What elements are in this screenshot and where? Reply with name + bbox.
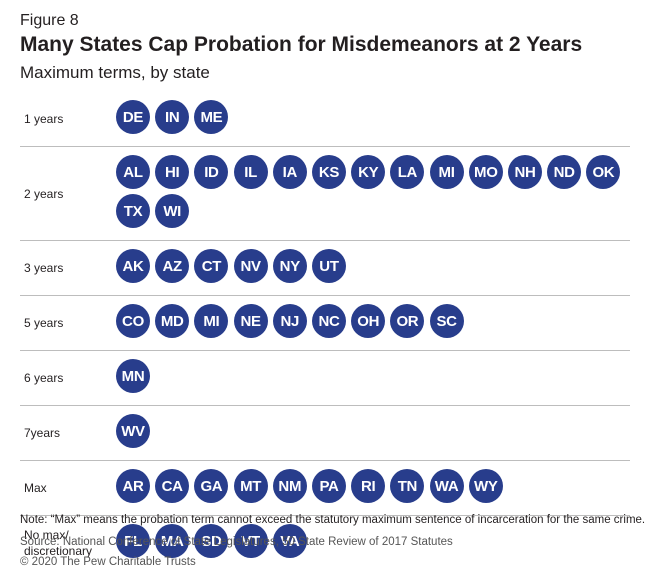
state-dot: PA bbox=[312, 469, 346, 503]
row-label: 2 years bbox=[24, 186, 64, 201]
state-dot: MO bbox=[468, 155, 503, 189]
term-row: 7years WV bbox=[20, 406, 630, 460]
state-dot: NV bbox=[233, 249, 268, 283]
row-label: 6 years bbox=[24, 371, 64, 385]
row-label: 1 years bbox=[24, 112, 64, 126]
state-dot: AK bbox=[116, 249, 150, 283]
row-label: 5 years bbox=[24, 316, 64, 330]
state-dot: MI bbox=[194, 304, 229, 338]
state-dot: KS bbox=[312, 155, 346, 189]
state-dot: AR bbox=[116, 469, 150, 503]
state-dot: WY bbox=[468, 469, 503, 503]
state-dot: FL bbox=[116, 524, 150, 558]
state-dot: CO bbox=[116, 304, 150, 338]
state-dot: ID bbox=[194, 155, 229, 189]
chart-note: Note: “Max” means the probation term can… bbox=[20, 514, 646, 526]
state-dot: VA bbox=[272, 524, 307, 558]
figure-label: Figure 8 bbox=[20, 12, 79, 29]
state-dot: IN bbox=[155, 100, 190, 134]
state-dot: UT bbox=[312, 249, 346, 283]
state-dot: SD bbox=[194, 524, 229, 558]
term-row: Max AR CA GA MT NM PA RI TN WA WY bbox=[20, 461, 630, 515]
state-dot: IL bbox=[233, 155, 268, 189]
row-label: Max bbox=[24, 481, 47, 495]
state-dot: DE bbox=[116, 100, 150, 134]
term-row: No max/discretionary FL MA SD VT VA bbox=[20, 516, 630, 570]
state-dot: CA bbox=[155, 469, 190, 503]
row-divider bbox=[20, 146, 630, 147]
state-dot: WV bbox=[116, 414, 150, 448]
state-dot: AZ bbox=[155, 249, 190, 283]
term-row: 2 years AL HI ID IL IA KS KY LA MI MO NH ND OK TX WI bbox=[20, 147, 630, 240]
state-dot: RI bbox=[351, 469, 386, 503]
state-dot: NM bbox=[272, 469, 307, 503]
state-dot: LA bbox=[390, 155, 425, 189]
state-dot: NC bbox=[312, 304, 346, 338]
state-dot: IA bbox=[272, 155, 307, 189]
state-dot: NH bbox=[508, 155, 542, 189]
row-divider bbox=[20, 460, 630, 461]
state-dot: AL bbox=[116, 155, 150, 189]
row-label: 3 years bbox=[24, 261, 64, 275]
row-divider bbox=[20, 240, 630, 241]
term-row: 3 years AK AZ CT NV NY UT bbox=[20, 241, 630, 295]
state-term-chart: 1 years DE IN ME 2 years AL HI ID IL IA KS KY LA MI MO… bbox=[0, 92, 650, 558]
state-dot: OK bbox=[586, 155, 621, 189]
chart-source: Source: National Conference of State Leg… bbox=[20, 536, 453, 548]
term-row: 1 years DE IN ME bbox=[20, 92, 630, 146]
state-dot: MN bbox=[116, 359, 150, 393]
state-dot: CT bbox=[194, 249, 229, 283]
state-dot: NE bbox=[233, 304, 268, 338]
state-dot: MT bbox=[233, 469, 268, 503]
term-row: 6 years MN bbox=[20, 351, 630, 405]
state-dot: ND bbox=[547, 155, 582, 189]
state-dot: OR bbox=[390, 304, 425, 338]
state-dot: NJ bbox=[272, 304, 307, 338]
row-divider bbox=[20, 405, 630, 406]
row-label: 7years bbox=[24, 426, 61, 440]
state-dot: GA bbox=[194, 469, 229, 503]
state-dot: OH bbox=[351, 304, 386, 338]
state-dot: KY bbox=[351, 155, 386, 189]
state-dot: WA bbox=[429, 469, 464, 503]
state-dot: TX bbox=[116, 194, 150, 228]
row-divider bbox=[20, 350, 630, 351]
state-dot: SC bbox=[429, 304, 464, 338]
row-divider bbox=[20, 295, 630, 296]
state-dot: MA bbox=[155, 524, 190, 558]
state-dot: VT bbox=[233, 524, 268, 558]
term-row: 5 years CO MD MI NE NJ NC OH OR SC bbox=[20, 296, 630, 350]
state-dot: ME bbox=[194, 100, 229, 134]
state-dot: WI bbox=[155, 194, 190, 228]
chart-subtitle: Maximum terms, by state bbox=[20, 63, 210, 82]
chart-copyright: © 2020 The Pew Charitable Trusts bbox=[20, 556, 196, 568]
state-dot: TN bbox=[390, 469, 425, 503]
state-dot: MI bbox=[429, 155, 464, 189]
row-label: No max/discretionary bbox=[24, 528, 93, 558]
chart-title: Many States Cap Probation for Misdemeano… bbox=[20, 33, 583, 56]
state-dot: HI bbox=[155, 155, 190, 189]
row-divider bbox=[20, 515, 630, 516]
state-dot: NY bbox=[272, 249, 307, 283]
state-dot: MD bbox=[155, 304, 190, 338]
